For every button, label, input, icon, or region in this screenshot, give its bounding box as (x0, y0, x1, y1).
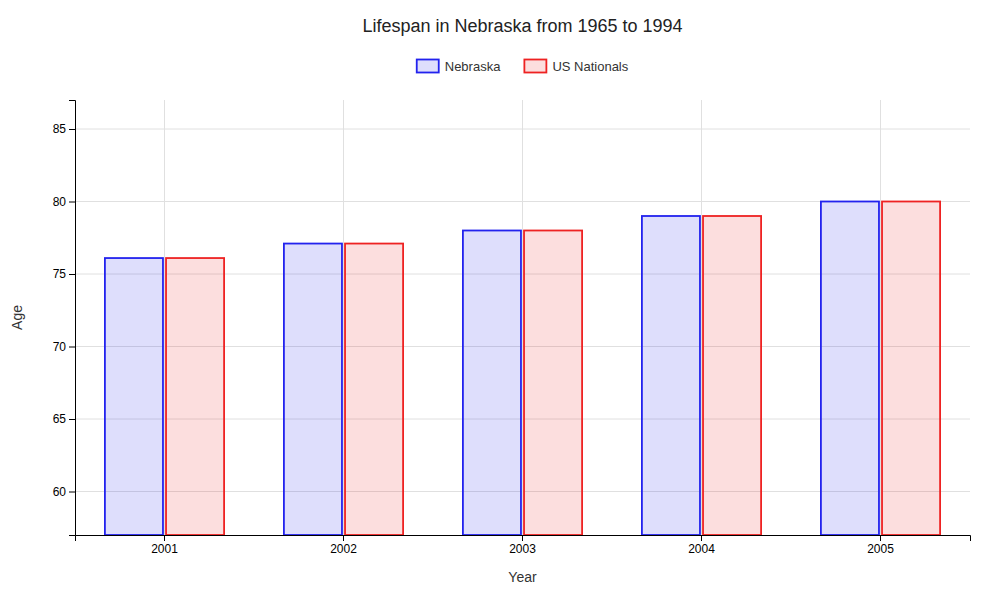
y-tick: 80 (53, 195, 75, 209)
x-tick-label: 2002 (330, 542, 357, 556)
y-tick-label: 70 (53, 340, 67, 354)
y-tick-label: 65 (53, 412, 67, 426)
y-axis-title: Age (9, 305, 25, 330)
y-tick: 60 (53, 485, 75, 499)
bar (642, 216, 700, 535)
x-tick-mark (164, 535, 165, 541)
x-tick: 2001 (151, 535, 178, 556)
legend: Nebraska US Nationals (417, 59, 629, 74)
y-tick: 85 (53, 122, 75, 136)
legend-item: Nebraska (417, 59, 501, 74)
x-tick: 2005 (867, 535, 894, 556)
bar (166, 258, 224, 535)
bar (284, 244, 342, 535)
y-tick-mark (69, 129, 75, 130)
x-tick: 2004 (688, 535, 715, 556)
bar (105, 258, 163, 535)
bar (703, 216, 761, 535)
legend-swatch (417, 60, 439, 73)
y-tick-label: 75 (53, 267, 67, 281)
bar (882, 202, 940, 536)
y-tick: 75 (53, 267, 75, 281)
x-tick-label: 2005 (867, 542, 894, 556)
title: Lifespan in Nebraska from 1965 to 1994 (362, 16, 682, 36)
x-axis-title: Year (508, 569, 537, 585)
grid-line-x (701, 100, 702, 535)
chart-svg: 60 65 70 75 80 85 2001 2002 2003 2004 2005 Year Age L… (0, 0, 1000, 600)
x-tick-mark (343, 535, 344, 541)
y-tick-label: 60 (53, 485, 67, 499)
legend-item: US Nationals (524, 59, 628, 74)
x-axis: 2001 2002 2003 2004 2005 (76, 535, 971, 556)
y-tick-mark (69, 492, 75, 493)
y-tick-mark (69, 202, 75, 203)
grid (75, 100, 970, 535)
y-tick: 65 (53, 412, 75, 426)
y-tick-mark (69, 419, 75, 420)
grid-line-x (164, 100, 165, 535)
grid-line-x (522, 100, 523, 535)
x-tick-label: 2003 (509, 542, 536, 556)
y-axis: 60 65 70 75 80 85 (53, 101, 76, 536)
x-axis-line (76, 536, 971, 542)
grid-line-x (880, 100, 881, 535)
y-axis-line (69, 101, 76, 536)
plot: 60 65 70 75 80 85 2001 2002 2003 2004 2005 (53, 100, 971, 556)
x-tick-label: 2001 (151, 542, 178, 556)
bar (463, 231, 521, 536)
y-tick-label: 85 (53, 122, 67, 136)
bar (821, 202, 879, 536)
x-tick-label: 2004 (688, 542, 715, 556)
grid-line-x (343, 100, 344, 535)
y-tick-mark (69, 274, 75, 275)
x-tick: 2003 (509, 535, 536, 556)
legend-label: Nebraska (445, 59, 501, 74)
legend-swatch (524, 60, 546, 73)
x-tick-mark (701, 535, 702, 541)
x-tick-mark (522, 535, 523, 541)
y-tick-label: 80 (53, 195, 67, 209)
series-bars (166, 202, 940, 536)
bar (524, 231, 582, 536)
x-tick-mark (880, 535, 881, 541)
series-bars (105, 202, 879, 536)
bars (105, 202, 940, 536)
y-tick: 70 (53, 340, 75, 354)
bar (345, 244, 403, 535)
legend-label: US Nationals (552, 59, 628, 74)
x-tick: 2002 (330, 535, 357, 556)
y-tick-mark (69, 347, 75, 348)
